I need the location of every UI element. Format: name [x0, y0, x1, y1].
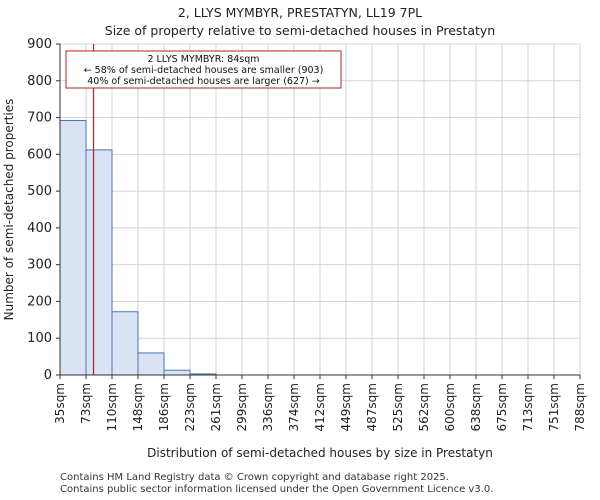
y-tick-label: 900: [27, 37, 52, 52]
histogram-bar: [59, 119, 87, 376]
annotation-line-3: 40% of semi-detached houses are larger (…: [87, 76, 320, 87]
x-tick-label: 148sqm: [131, 383, 145, 431]
x-tick-label: 223sqm: [183, 383, 197, 431]
chart-subtitle: Size of property relative to semi-detach…: [104, 23, 496, 38]
histogram-bar: [111, 311, 139, 376]
footer-copyright: Contains HM Land Registry data © Crown c…: [60, 472, 449, 483]
y-tick-label: 600: [27, 147, 52, 162]
x-tick-label: 600sqm: [443, 383, 457, 431]
y-tick-label: 300: [27, 258, 52, 273]
y-tick-label: 700: [27, 111, 52, 126]
y-tick-label: 800: [27, 74, 52, 89]
chart-title-address: 2, LLYS MYMBYR, PRESTATYN, LL19 7PL: [177, 5, 423, 20]
x-tick-label: 336sqm: [261, 383, 275, 431]
y-tick-label: 200: [27, 294, 52, 309]
x-tick-label: 261sqm: [209, 383, 223, 431]
x-tick-label: 788sqm: [573, 383, 587, 431]
histogram-chart: 0 100 200 300 400 500 600 700 800 900 35sqm 73sqm 11…: [2, 37, 587, 460]
histogram-bar: [163, 369, 191, 376]
annotation-line-2: ← 58% of semi-detached houses are smalle…: [84, 65, 324, 76]
footer-licence: Contains public sector information licen…: [60, 484, 494, 495]
x-tick-label: 299sqm: [235, 383, 249, 431]
x-tick-label: 449sqm: [339, 383, 353, 431]
x-tick-label: 73sqm: [79, 383, 93, 424]
y-tick-label: 0: [44, 368, 52, 383]
x-axis-title: Distribution of semi-detached houses by …: [147, 446, 493, 460]
annotation-box: [65, 50, 342, 89]
x-tick-label: 751sqm: [547, 383, 561, 431]
x-tick-label: 374sqm: [287, 383, 301, 431]
histogram-bar: [137, 352, 165, 376]
x-tick-label: 412sqm: [313, 383, 327, 431]
y-tick-label: 500: [27, 184, 52, 199]
annotation-line-1: 2 LLYS MYMBYR: 84sqm: [147, 54, 259, 65]
x-tick-label: 186sqm: [157, 383, 171, 431]
x-tick-label: 562sqm: [417, 383, 431, 431]
x-tick-label: 35sqm: [53, 383, 67, 424]
x-tick-label: 638sqm: [469, 383, 483, 431]
x-tick-label: 525sqm: [391, 383, 405, 431]
x-tick-label: 110sqm: [105, 383, 119, 431]
x-tick-label: 675sqm: [495, 383, 509, 431]
x-tick-label: 713sqm: [521, 383, 535, 431]
histogram-bar: [85, 149, 113, 376]
y-axis-title: Number of semi-detached properties: [2, 99, 16, 321]
y-tick-label: 400: [27, 221, 52, 236]
y-tick-label: 100: [27, 331, 52, 346]
x-tick-label: 487sqm: [365, 383, 379, 431]
